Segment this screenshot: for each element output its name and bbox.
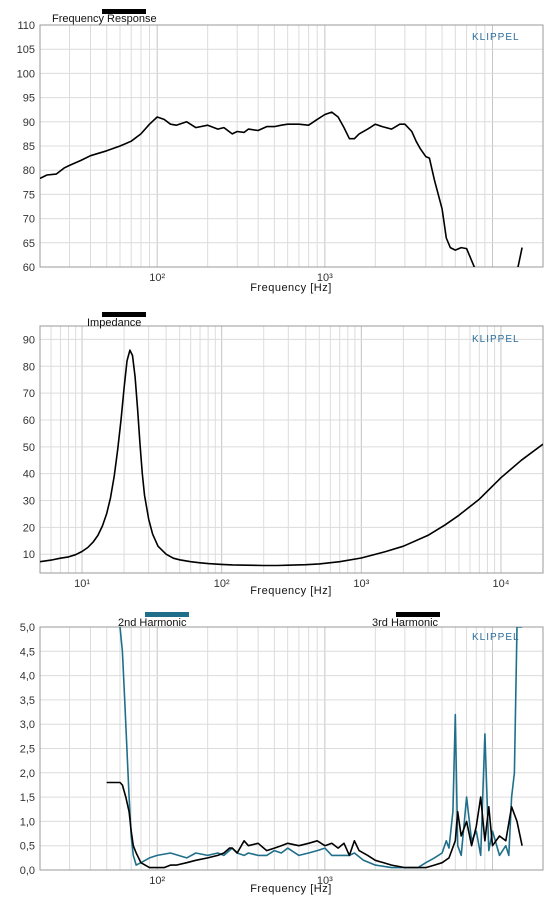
plot-frame <box>39 325 544 574</box>
y-tick-label: 90 <box>23 334 35 346</box>
x-tick-label: 10² <box>214 578 230 590</box>
y-tick-label: 4,5 <box>20 646 35 658</box>
x-axis-label: Frequency [Hz] <box>250 585 332 597</box>
y-tick-label: 65 <box>23 238 35 250</box>
y-tick-label: 105 <box>17 44 35 56</box>
legend-swatch <box>102 312 146 317</box>
y-tick-label: 10 <box>23 549 35 561</box>
chart-title: Impedance <box>87 317 141 329</box>
x-tick-label: 10¹ <box>74 578 90 590</box>
klippel-brand: KLIPPEL <box>472 334 520 345</box>
y-tick-label: 100 <box>17 68 35 80</box>
legend-swatch <box>145 612 189 617</box>
y-tick-label: 40 <box>23 469 35 481</box>
y-tick-label: 70 <box>23 214 35 226</box>
chart-2: 10 20 30 40 50 60 70 80 90 10¹ 10² 10³ 10⁴ Frequency … <box>23 312 544 597</box>
y-tick-label: 90 <box>23 117 35 129</box>
plot-frame <box>39 24 544 268</box>
series-line-3rd-harmonic <box>106 781 523 869</box>
y-tick-label: 3,0 <box>20 719 35 731</box>
klippel-brand: KLIPPEL <box>472 632 520 643</box>
y-tick-label: 50 <box>23 442 35 454</box>
legend-label: 2nd Harmonic <box>118 617 187 629</box>
chart-3: 0,0 0,5 1,0 1,5 2,0 2,5 3,0 3,5 4,0 4,5 5,0 10² 10³F… <box>20 612 544 895</box>
y-tick-label: 95 <box>23 93 35 105</box>
y-tick-label: 4,0 <box>20 671 35 683</box>
y-tick-label: 80 <box>23 361 35 373</box>
y-tick-label: 80 <box>23 165 35 177</box>
y-tick-label: 0,0 <box>20 865 35 877</box>
x-tick-label: 10³ <box>317 272 333 284</box>
y-tick-label: 1,0 <box>20 816 35 828</box>
y-tick-label: 70 <box>23 388 35 400</box>
y-tick-label: 2,0 <box>20 768 35 780</box>
plot-frame <box>39 626 544 871</box>
y-tick-label: 30 <box>23 496 35 508</box>
series-line-2nd-harmonic <box>119 627 523 869</box>
y-tick-label: 75 <box>23 189 35 201</box>
chart-title: Frequency Response <box>52 13 157 25</box>
y-tick-label: 60 <box>23 262 35 274</box>
legend-label: 3rd Harmonic <box>372 617 439 629</box>
y-tick-label: 110 <box>17 20 35 32</box>
y-tick-label: 20 <box>23 522 35 534</box>
y-tick-label: 3,5 <box>20 695 35 707</box>
series-line-1 <box>40 349 543 567</box>
x-tick-label: 10³ <box>317 875 333 887</box>
x-tick-label: 10³ <box>353 578 369 590</box>
klippel-brand: KLIPPEL <box>472 32 520 43</box>
legend-swatch <box>102 9 146 14</box>
y-tick-label: 2,5 <box>20 744 35 756</box>
y-tick-label: 0,5 <box>20 841 35 853</box>
x-axis-label: Frequency [Hz] <box>250 282 332 294</box>
series-line-1 <box>40 111 523 267</box>
y-tick-label: 85 <box>23 141 35 153</box>
x-tick-label: 10² <box>149 875 165 887</box>
legend-swatch <box>396 612 440 617</box>
y-tick-label: 5,0 <box>20 622 35 634</box>
x-tick-label: 10⁴ <box>492 578 509 590</box>
x-tick-label: 10² <box>149 272 165 284</box>
y-tick-label: 60 <box>23 415 35 427</box>
y-tick-label: 1,5 <box>20 792 35 804</box>
x-axis-label: Frequency [Hz] <box>250 883 332 895</box>
